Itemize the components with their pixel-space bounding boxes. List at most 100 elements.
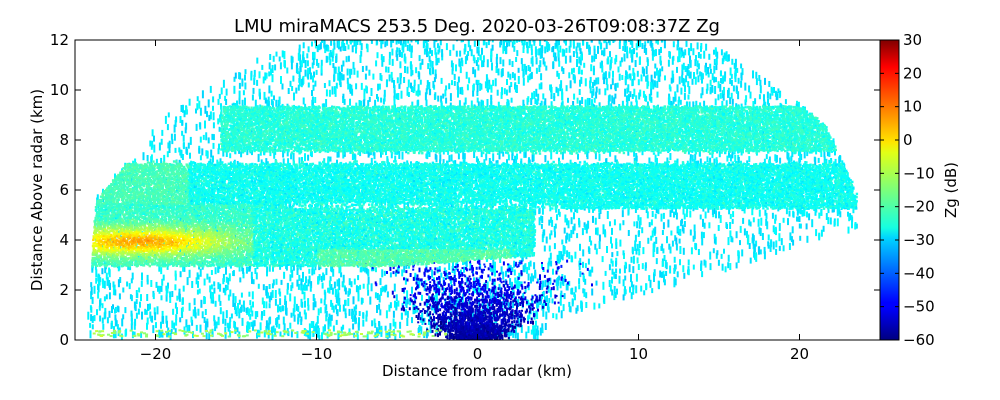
noise-cell: [453, 269, 456, 277]
noise-cell: [515, 158, 518, 164]
noise-cell: [328, 80, 331, 87]
noise-cell: [365, 310, 368, 317]
noise-cell: [342, 274, 345, 283]
noise-cell: [359, 284, 362, 290]
noise-cell: [377, 96, 379, 102]
noise-cell: [259, 322, 262, 331]
noise-cell: [396, 77, 399, 84]
noise-cell: [608, 280, 611, 287]
noise-cell: [576, 59, 578, 67]
noise-cell: [554, 52, 557, 60]
noise-cell: [400, 72, 402, 78]
noise-cell: [621, 100, 624, 107]
noise-cell: [102, 323, 105, 330]
noise-cell: [766, 91, 769, 99]
noise-cell: [297, 305, 300, 312]
noise-cell: [675, 243, 678, 251]
noise-cell: [637, 214, 640, 221]
noise-cell: [614, 274, 617, 279]
noise-cell: [681, 50, 684, 57]
noise-cell: [179, 116, 182, 123]
noise-cell: [384, 41, 387, 48]
noise-cell: [112, 281, 115, 288]
noise-cell: [555, 40, 558, 47]
noise-cell: [635, 95, 638, 103]
noise-cell: [758, 75, 761, 81]
noise-cell: [89, 305, 92, 311]
noise-cell: [304, 153, 306, 162]
noise-cell: [516, 153, 518, 160]
noise-cell: [335, 319, 338, 325]
noise-cell: [503, 40, 506, 42]
noise-cell: [679, 99, 682, 105]
noise-cell: [366, 333, 369, 340]
noise-cell: [130, 313, 133, 322]
noise-cell: [641, 66, 644, 74]
noise-cell: [775, 155, 778, 163]
noise-cell: [174, 302, 177, 309]
noise-cell: [212, 122, 215, 129]
noise-cell: [720, 78, 723, 83]
noise-cell: [806, 235, 809, 243]
noise-cell: [822, 225, 825, 232]
noise-cell: [351, 88, 354, 96]
noise-cell: [558, 250, 561, 259]
noise-cell: [755, 71, 758, 79]
noise-cell: [162, 274, 165, 281]
noise-cell: [630, 101, 633, 107]
noise-cell: [199, 122, 202, 130]
noise-cell: [262, 284, 265, 291]
noise-cell: [422, 41, 425, 49]
noise-cell: [410, 45, 413, 53]
noise-cell: [547, 279, 550, 288]
noise-cell: [848, 216, 851, 222]
noise-cell: [508, 85, 511, 93]
noise-cell: [592, 215, 594, 223]
noise-cell: [563, 293, 566, 300]
noise-cell: [400, 90, 403, 99]
noise-cell: [730, 92, 733, 99]
noise-cell: [688, 86, 691, 95]
noise-cell: [263, 301, 265, 309]
noise-cell: [717, 259, 720, 266]
noise-cell: [228, 190, 231, 196]
noise-cell: [584, 263, 587, 269]
noise-cell: [492, 153, 495, 162]
noise-cell: [558, 40, 560, 46]
noise-cell: [208, 331, 211, 340]
noise-cell: [502, 271, 505, 280]
noise-cell: [510, 82, 513, 87]
noise-cell: [146, 274, 149, 282]
noise-cell: [376, 94, 378, 99]
noise-cell: [561, 151, 564, 160]
noise-cell: [390, 71, 393, 78]
noise-cell: [332, 63, 335, 68]
noise-cell: [565, 47, 568, 53]
noise-cell: [625, 71, 628, 79]
noise-cell: [672, 96, 675, 104]
noise-cell: [663, 274, 665, 283]
noise-cell: [517, 67, 520, 73]
noise-cell: [673, 256, 676, 263]
noise-cell: [570, 288, 573, 295]
noise-cell: [135, 312, 138, 319]
noise-cell: [323, 83, 326, 88]
noise-cell: [534, 333, 537, 340]
noise-cell: [667, 219, 670, 228]
noise-cell: [323, 299, 326, 306]
noise-cell: [661, 66, 664, 72]
noise-cell: [619, 40, 621, 44]
noise-cell: [425, 99, 428, 107]
noise-cell: [253, 69, 256, 77]
noise-cell: [311, 90, 313, 96]
noise-cell: [286, 288, 289, 295]
noise-cell: [613, 97, 616, 105]
noise-cell: [293, 92, 295, 101]
noise-cell: [283, 51, 286, 59]
noise-cell: [450, 60, 453, 68]
noise-cell: [611, 227, 613, 235]
noise-cell: [181, 306, 184, 312]
noise-cell: [610, 57, 613, 63]
noise-cell: [498, 153, 501, 160]
noise-cell: [386, 291, 389, 298]
